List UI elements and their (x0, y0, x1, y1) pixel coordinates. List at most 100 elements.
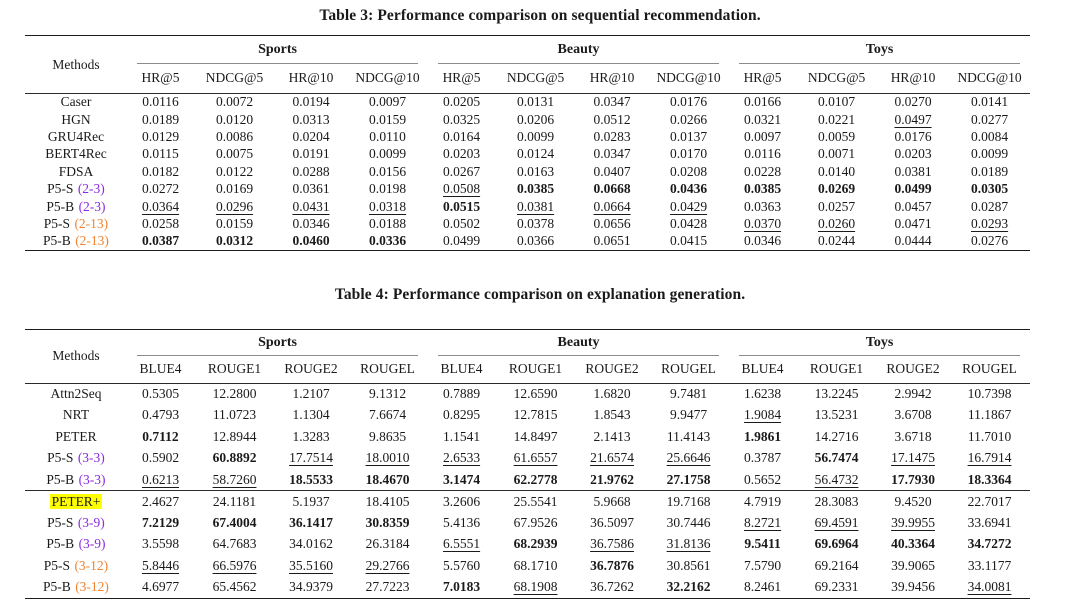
metric-value: 0.0270 (894, 94, 932, 110)
metric-value: 0.0347 (593, 146, 631, 162)
method-name: P5-B (46, 471, 75, 487)
metric-value: 56.4732 (796, 469, 878, 492)
metric-column-header: ROUGE1 (194, 356, 275, 384)
cmidrule (739, 355, 1021, 357)
metric-column-header: NDCG@5 (194, 63, 275, 94)
method-name: GRU4Rec (47, 128, 105, 144)
method-variant-tag: (2-13) (71, 233, 109, 249)
table-explanation-generation: Methods Sports Beauty Toys BLUE4 ROUGE1 ROUGE2… (25, 329, 1031, 599)
metric-value: 16.7914 (967, 450, 1012, 466)
metric-column-header: BLUE4 (729, 356, 797, 384)
metric-value: 36.7586 (590, 536, 634, 552)
metric-value: 0.0257 (817, 198, 856, 214)
metric-value: 0.0221 (817, 111, 856, 127)
metric-value: 29.2766 (365, 557, 410, 573)
metric-value: 11.1867 (967, 407, 1012, 423)
metric-column-header: ROUGEL (648, 356, 730, 384)
dataset-group-label: Sports (258, 335, 297, 350)
metric-value: 0.0502 (442, 215, 481, 231)
metric-value: 14.2716 (814, 428, 859, 444)
metric-column-header: ROUGE1 (495, 356, 577, 384)
metric-value: 27.1758 (648, 469, 730, 492)
table3-caption: Table 3: Performance comparison on seque… (319, 7, 761, 24)
method-cell: P5-B (2-3) (25, 198, 127, 215)
metric-value: 0.0176 (894, 128, 932, 144)
metric-value: 0.0206 (516, 111, 555, 127)
dataset-group-header: Sports (127, 330, 428, 357)
method-variant-tag: (2-3) (75, 198, 106, 214)
method-variant-tag: (3-9) (74, 514, 105, 530)
metric-value: 0.0120 (215, 111, 254, 127)
metric-value: 13.2245 (814, 386, 859, 402)
metric-value: 0.0159 (368, 111, 407, 127)
metric-column-header: ROUGE1 (796, 356, 878, 384)
metric-value: 69.6964 (814, 536, 859, 552)
metric-column-header: HR@5 (127, 63, 194, 94)
metric-value: 9.1312 (368, 386, 407, 402)
metric-value: 0.0099 (516, 128, 555, 144)
metric-column-header: HR@10 (275, 63, 347, 94)
metric-value: 69.2331 (814, 579, 859, 595)
metric-value: 5.4136 (442, 514, 481, 530)
metric-value: 0.0099 (368, 146, 407, 162)
method-name: Caser (60, 94, 92, 110)
metric-value: 0.0381 (516, 198, 555, 214)
table-row: P5-S (3-12) 5.8446 66.5976 35.5160 29.2766 5.… (25, 555, 1030, 577)
metric-value: 1.8543 (593, 407, 631, 423)
table-row: Attn2Seq 0.5305 12.2800 1.2107 9.1312 0.7889 1… (25, 383, 1030, 405)
metric-value: 0.0071 (817, 146, 856, 162)
method-name: P5-S (43, 557, 71, 573)
metric-value: 7.5790 (743, 557, 782, 573)
metric-value: 0.0381 (894, 163, 932, 179)
metric-value: 0.0287 (970, 198, 1009, 214)
metric-value: 34.0081 (967, 579, 1012, 595)
metric-value: 0.7112 (142, 428, 179, 444)
metric-value: 0.0129 (141, 128, 180, 144)
table-section: PETER+ 2.4627 24.1181 5.1937 18.4105 3.2606 25… (25, 491, 1030, 599)
metric-value: 21.6574 (590, 450, 634, 466)
dataset-group-header: Sports (127, 36, 428, 64)
metric-value: 4.7919 (743, 493, 782, 509)
header-group-row: Methods Sports Beauty Toys (25, 35, 1030, 94)
metric-value: 13.5231 (814, 407, 859, 423)
metric-value: 0.8295 (442, 407, 481, 423)
metric-value: 68.1908 (513, 579, 558, 595)
table-row: Caser 0.0116 0.0072 0.0194 0.0097 0.0205 0.013… (25, 94, 1030, 111)
metric-value: 0.0347 (593, 94, 631, 110)
dataset-group-label: Beauty (557, 42, 600, 58)
metric-value: 0.0194 (292, 94, 330, 110)
method-cell: Attn2Seq (25, 383, 127, 405)
metric-value: 7.2129 (141, 514, 180, 530)
method-cell: P5-B (3-9) (25, 534, 127, 556)
metric-value: 0.0428 (669, 215, 708, 231)
metric-column-header: NDCG@10 (347, 63, 429, 94)
metric-value: 0.0431 (292, 198, 330, 214)
metric-value: 1.1304 (292, 407, 330, 423)
metric-value: 9.8635 (368, 428, 407, 444)
metric-value: 1.6820 (593, 386, 631, 402)
metric-value: 3.5598 (141, 536, 180, 552)
method-cell: P5-B (3-3) (25, 469, 127, 492)
metric-value: 30.8359 (365, 514, 410, 530)
metric-value: 1.9861 (743, 428, 782, 444)
metric-value: 0.0267 (442, 163, 481, 179)
metric-value: 0.0124 (516, 146, 555, 162)
cmidrule (137, 62, 419, 64)
metric-value: 0.0099 (970, 146, 1009, 162)
metric-value: 0.0296 (215, 198, 254, 214)
metric-value: 0.0189 (141, 111, 180, 127)
metric-value: 26.3184 (365, 536, 410, 552)
metric-value: 0.0189 (970, 163, 1009, 179)
method-name: P5-B (43, 579, 71, 595)
metric-value: 12.6590 (513, 386, 558, 402)
cmidrule (137, 355, 419, 357)
metric-column-header: ROUGEL (949, 356, 1031, 384)
metric-value: 0.0097 (743, 128, 782, 144)
table-row: P5-B (2-13) 0.0387 0.0312 0.0460 0.0336 0.049… (25, 233, 1030, 250)
metric-value: 0.0415 (669, 233, 708, 249)
metric-value: 0.0515 (442, 198, 481, 214)
metric-value: 7.0183 (442, 579, 481, 595)
metric-value: 0.0656 (593, 215, 631, 231)
dataset-group-label: Beauty (557, 335, 600, 350)
